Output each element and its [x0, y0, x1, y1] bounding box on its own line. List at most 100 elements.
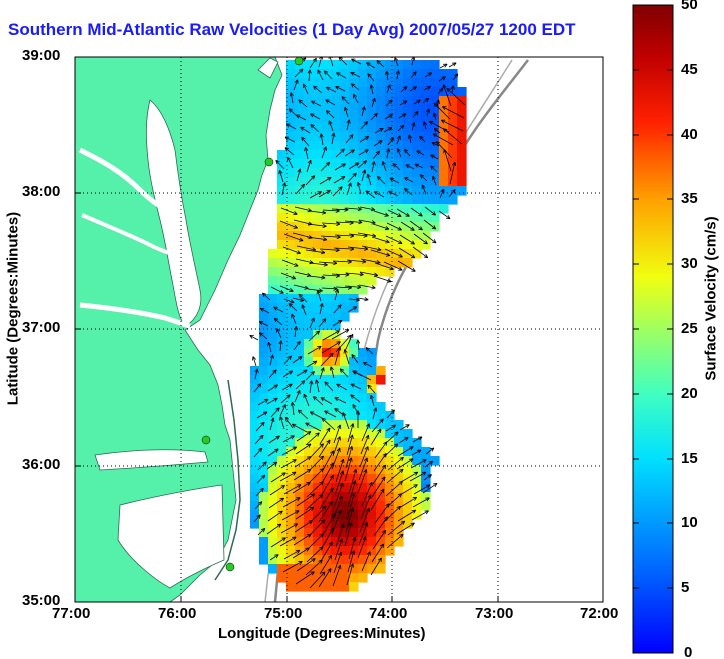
velocity-arrow	[308, 69, 311, 82]
velocity-arrow-head	[431, 447, 435, 452]
velocity-arrow-head	[381, 161, 383, 166]
velocity-arrow-head	[260, 421, 265, 425]
velocity-arrow-head	[351, 493, 355, 497]
velocity-cell	[349, 285, 359, 295]
velocity-arrow-head	[286, 394, 291, 397]
velocity-cell	[286, 429, 296, 439]
velocity-arrow-head	[262, 422, 265, 427]
velocity-cell	[286, 375, 296, 385]
velocity-cell	[286, 564, 296, 574]
velocity-arrow-head	[336, 72, 340, 77]
velocity-arrow	[399, 100, 408, 106]
velocity-arrow-head	[259, 434, 264, 438]
velocity-cell	[376, 240, 386, 250]
velocity-cell	[358, 87, 368, 97]
velocity-arrow-head	[412, 86, 417, 88]
velocity-arrow	[442, 106, 465, 119]
velocity-arrow-head	[366, 508, 370, 512]
velocity-arrow-head	[386, 252, 391, 256]
velocity-arrow-head	[282, 485, 285, 490]
velocity-arrow	[367, 384, 376, 394]
velocity-arrow-head	[367, 494, 372, 498]
velocity-arrow-head	[260, 448, 263, 453]
velocity-arrow	[357, 232, 376, 237]
velocity-arrow-head	[322, 223, 327, 227]
velocity-arrow	[295, 258, 314, 264]
velocity-arrow	[254, 434, 264, 445]
velocity-arrow-head	[264, 461, 267, 466]
velocity-cell	[340, 429, 350, 439]
velocity-arrow-head	[354, 493, 356, 498]
velocity-arrow	[397, 446, 414, 457]
velocity-arrow-head	[321, 57, 324, 60]
velocity-cell	[358, 429, 368, 439]
y-axis-label: Latitude (Degrees:Minutes)	[4, 211, 22, 406]
velocity-arrow-head	[433, 225, 437, 230]
velocity-cell	[322, 78, 332, 88]
velocity-arrow-head	[388, 99, 393, 102]
velocity-cell	[286, 456, 296, 466]
velocity-arrow-head	[398, 213, 402, 217]
velocity-arrow-head	[259, 332, 264, 335]
velocity-arrow-head	[276, 523, 281, 526]
velocity-cell	[421, 87, 431, 97]
velocity-arrow	[319, 367, 325, 380]
velocity-arrow	[292, 481, 311, 494]
velocity-cell	[304, 573, 314, 583]
velocity-cell	[331, 348, 341, 358]
velocity-arrow-head	[323, 519, 326, 524]
velocity-cell	[331, 339, 341, 349]
velocity-arrow	[357, 160, 367, 169]
velocity-cell	[340, 249, 350, 259]
velocity-cell	[376, 375, 386, 385]
velocity-arrow	[335, 148, 345, 158]
velocity-arrow	[433, 128, 441, 134]
velocity-cell	[349, 87, 359, 97]
velocity-arrow-head	[419, 135, 424, 138]
velocity-cell	[340, 420, 350, 430]
velocity-arrow-head	[321, 533, 324, 538]
velocity-arrow-head	[310, 571, 315, 573]
velocity-arrow	[439, 188, 445, 199]
velocity-arrow-head	[393, 424, 396, 429]
velocity-cell	[430, 213, 440, 223]
velocity-arrow	[385, 481, 403, 497]
velocity-cell	[304, 276, 314, 286]
velocity-arrow	[318, 439, 331, 458]
velocity-cell	[259, 438, 269, 448]
velocity-arrow	[373, 453, 387, 472]
velocity-cell	[421, 492, 431, 502]
velocity-arrow-head	[427, 86, 431, 90]
velocity-arrow-head	[420, 212, 423, 217]
velocity-cell	[403, 186, 413, 196]
velocity-arrow	[345, 272, 364, 275]
velocity-cell	[430, 195, 440, 205]
velocity-arrow	[296, 369, 308, 377]
velocity-cell	[259, 366, 269, 376]
velocity-cell	[349, 105, 359, 115]
velocity-arrow-head	[357, 285, 362, 288]
colorbar-label: Surface Velocity (cm/s)	[702, 216, 720, 381]
velocity-arrow-head	[330, 366, 334, 370]
velocity-cell	[457, 141, 467, 151]
velocity-cell	[304, 87, 314, 97]
velocity-arrow-head	[405, 86, 408, 91]
velocity-cell	[448, 78, 458, 88]
velocity-arrow-head	[298, 356, 303, 358]
velocity-arrow-head	[456, 73, 459, 78]
velocity-arrow-head	[373, 407, 377, 411]
velocity-cell	[322, 384, 332, 394]
velocity-arrow-head	[329, 487, 334, 491]
velocity-arrow	[367, 173, 372, 186]
velocity-cell	[277, 474, 287, 484]
velocity-cell	[340, 114, 350, 124]
velocity-arrow-head	[347, 334, 352, 338]
velocity-cell	[304, 339, 314, 349]
velocity-cell	[331, 96, 341, 106]
velocity-arrow-head	[275, 407, 280, 410]
velocity-arrow-head	[297, 497, 301, 502]
velocity-cell	[385, 69, 395, 79]
velocity-cell	[259, 330, 269, 340]
velocity-arrow-head	[291, 299, 295, 303]
velocity-arrow-head	[381, 476, 386, 480]
